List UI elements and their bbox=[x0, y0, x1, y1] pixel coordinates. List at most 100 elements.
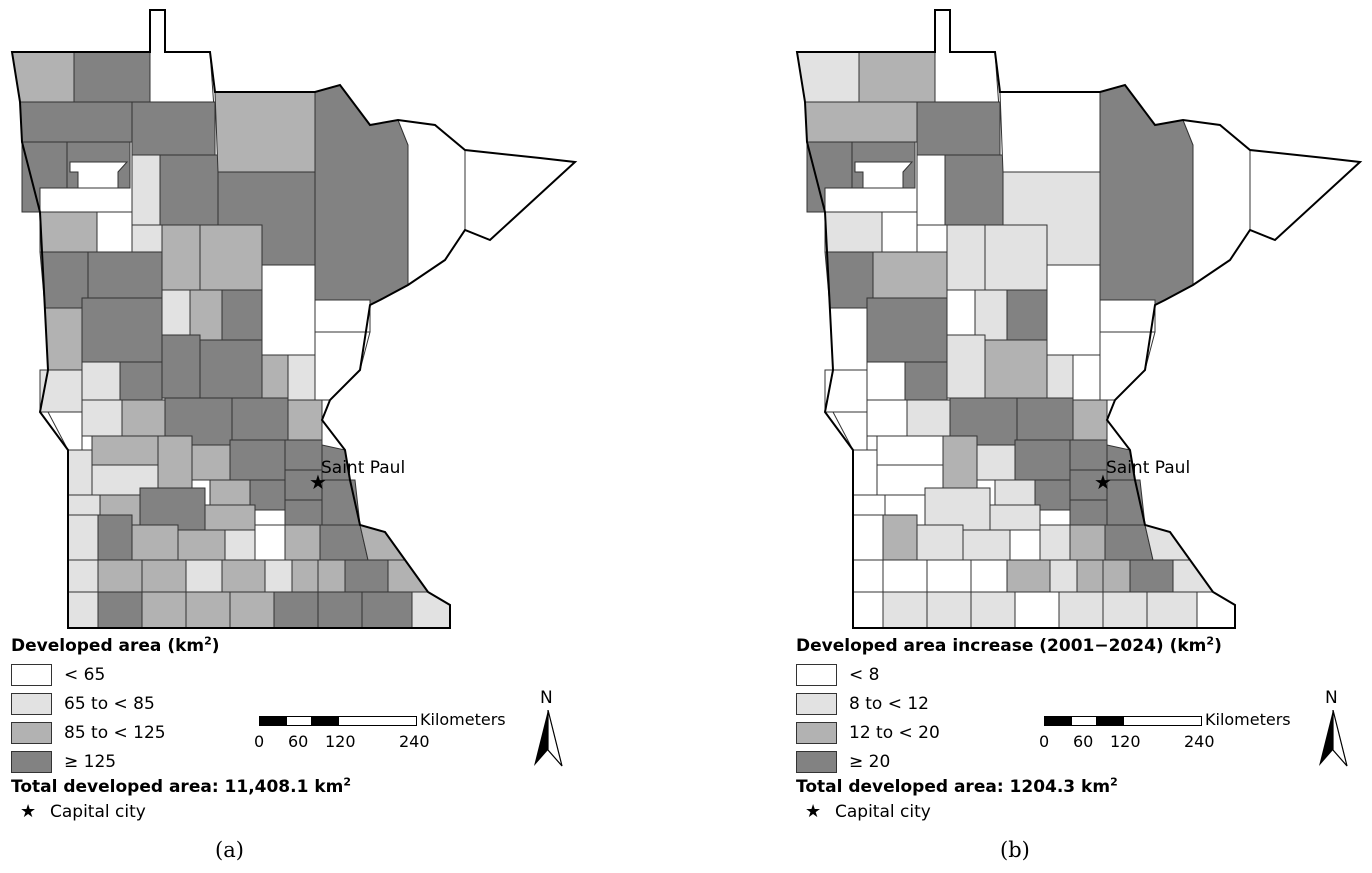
county bbox=[273, 591, 319, 629]
county bbox=[970, 591, 1016, 629]
county bbox=[97, 559, 143, 593]
scale-tick: 60 bbox=[288, 732, 309, 751]
county bbox=[19, 101, 133, 143]
scale-tick: 60 bbox=[1073, 732, 1094, 751]
county bbox=[344, 559, 389, 593]
county bbox=[81, 399, 123, 437]
county bbox=[1039, 524, 1071, 561]
star-icon: ★ bbox=[1094, 470, 1112, 494]
county bbox=[1072, 354, 1101, 401]
county bbox=[264, 559, 293, 593]
county bbox=[39, 251, 89, 309]
county bbox=[67, 591, 99, 629]
county bbox=[224, 529, 256, 561]
county bbox=[1099, 331, 1156, 401]
county bbox=[1046, 354, 1074, 401]
scale-tick: 0 bbox=[254, 732, 265, 751]
county bbox=[962, 529, 1011, 561]
county bbox=[177, 529, 226, 561]
county bbox=[361, 591, 413, 629]
county bbox=[854, 161, 914, 189]
county bbox=[44, 307, 83, 371]
county bbox=[139, 487, 206, 531]
county bbox=[1129, 559, 1174, 593]
county bbox=[1014, 591, 1060, 629]
panel-tag: (a) bbox=[215, 838, 244, 862]
legend-label: < 8 bbox=[849, 665, 880, 685]
county bbox=[1249, 149, 1362, 241]
county bbox=[73, 51, 151, 103]
county bbox=[866, 361, 906, 401]
legend-title: Developed area increase (2001−2024) (km2… bbox=[796, 634, 1222, 656]
county bbox=[131, 224, 163, 253]
capital-city-label: Saint Paul bbox=[1106, 458, 1191, 478]
county bbox=[131, 524, 179, 561]
scale-tick: 120 bbox=[325, 732, 356, 751]
county bbox=[876, 435, 944, 466]
legend-swatch bbox=[11, 751, 52, 773]
county bbox=[284, 524, 321, 561]
legend-label: ≥ 20 bbox=[849, 752, 891, 772]
county bbox=[314, 84, 409, 306]
county bbox=[1076, 559, 1104, 593]
legend-label: < 65 bbox=[64, 665, 106, 685]
county bbox=[314, 299, 371, 333]
county bbox=[67, 494, 101, 516]
county bbox=[1102, 591, 1148, 629]
counties bbox=[11, 9, 577, 629]
county bbox=[946, 289, 976, 336]
county bbox=[806, 141, 853, 213]
scale-unit: Kilometers bbox=[1205, 710, 1291, 729]
county bbox=[1072, 399, 1108, 441]
county bbox=[11, 51, 75, 103]
county bbox=[926, 559, 972, 593]
county bbox=[999, 91, 1101, 173]
county bbox=[1016, 397, 1074, 441]
county bbox=[1196, 591, 1236, 629]
county bbox=[67, 514, 99, 561]
county bbox=[317, 559, 346, 593]
county bbox=[1069, 524, 1106, 561]
county bbox=[926, 591, 972, 629]
legend-swatch bbox=[11, 693, 52, 715]
county bbox=[67, 559, 99, 593]
county bbox=[852, 591, 884, 629]
star-icon: ★ bbox=[805, 801, 822, 822]
scale-bar: Kilometers 0 60 120 240 bbox=[1039, 710, 1312, 757]
county bbox=[261, 264, 316, 356]
county bbox=[1006, 559, 1051, 593]
county bbox=[916, 154, 946, 226]
county bbox=[916, 224, 948, 253]
county bbox=[131, 101, 216, 156]
north-arrow-icon: N bbox=[528, 688, 568, 768]
county bbox=[67, 449, 93, 496]
county bbox=[411, 591, 451, 629]
county bbox=[261, 354, 289, 401]
county bbox=[284, 439, 323, 471]
legend-swatch bbox=[796, 722, 837, 744]
county bbox=[882, 559, 928, 593]
county bbox=[157, 435, 193, 489]
total-developed-area: Total developed area: 11,408.1 km2 bbox=[11, 775, 352, 797]
county bbox=[141, 591, 187, 629]
county bbox=[1099, 299, 1156, 333]
county bbox=[1099, 84, 1194, 306]
county bbox=[942, 435, 978, 489]
county bbox=[944, 154, 1004, 226]
county bbox=[39, 211, 98, 253]
county bbox=[976, 444, 1016, 481]
county bbox=[229, 591, 275, 629]
county bbox=[209, 479, 251, 506]
legend-swatch bbox=[11, 722, 52, 744]
county bbox=[796, 51, 860, 103]
county bbox=[185, 559, 223, 593]
county bbox=[97, 514, 133, 561]
county bbox=[229, 439, 286, 481]
county bbox=[214, 91, 316, 173]
county bbox=[96, 211, 133, 253]
county bbox=[984, 224, 1048, 291]
county bbox=[1049, 559, 1078, 593]
county bbox=[1014, 439, 1071, 481]
county bbox=[1069, 439, 1108, 471]
county bbox=[287, 399, 323, 441]
